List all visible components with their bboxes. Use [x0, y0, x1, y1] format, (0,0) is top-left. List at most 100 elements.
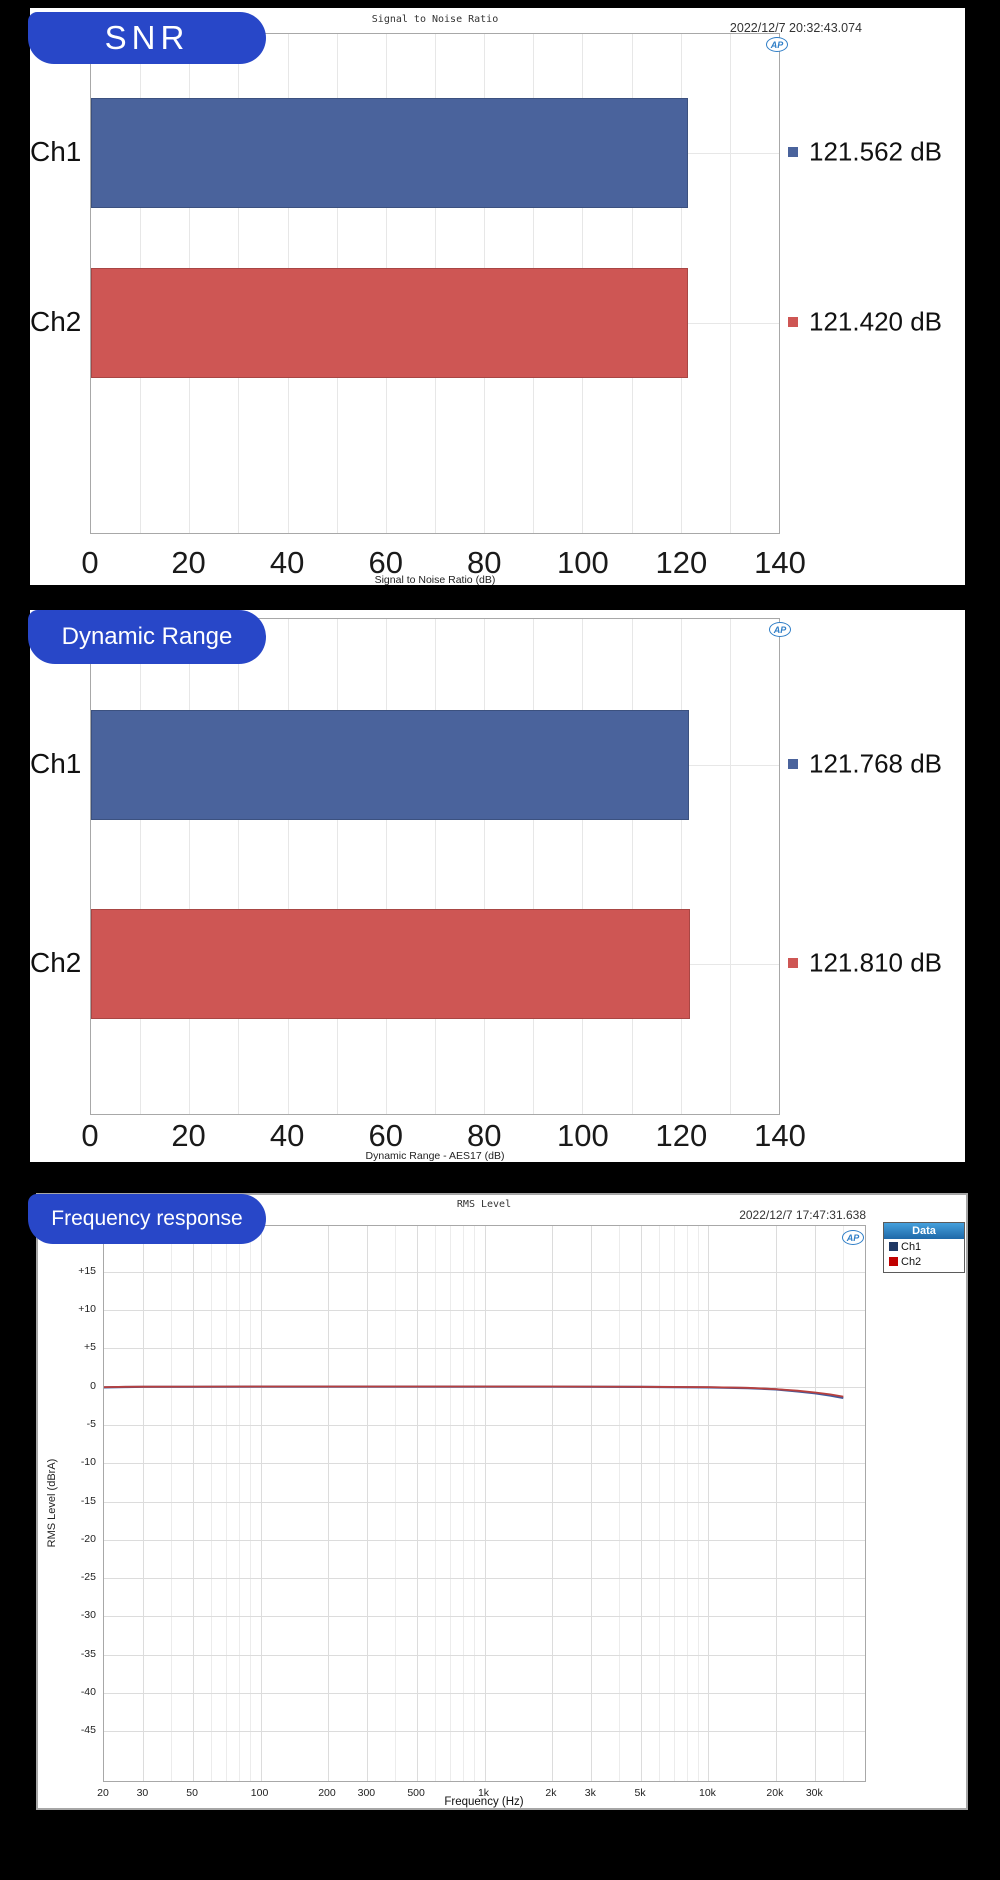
x-tick-label: 20 — [171, 545, 206, 580]
x-tick-label: 1k — [477, 1787, 490, 1799]
gridline — [775, 1226, 777, 1781]
gridline — [815, 1226, 817, 1781]
x-tick-label: 100 — [250, 1787, 269, 1799]
timestamp: 2022/12/7 17:47:31.638 — [739, 1208, 866, 1222]
x-tick-label: 500 — [407, 1787, 425, 1799]
x-tick-label: 300 — [357, 1787, 376, 1799]
y-tick-label: -5 — [86, 1418, 96, 1431]
legend-row[interactable]: Ch1 — [884, 1239, 964, 1254]
gridline — [104, 1692, 865, 1694]
gridline — [631, 619, 633, 1114]
gridline — [336, 619, 338, 1114]
y-tick-label: -25 — [80, 1571, 96, 1584]
gridline — [708, 1226, 710, 1781]
x-axis-title: Signal to Noise Ratio (dB) — [374, 574, 496, 586]
gridline — [462, 1226, 464, 1781]
x-tick-label: 20k — [766, 1787, 784, 1799]
x-tick-label: 2k — [545, 1787, 557, 1799]
gridline — [551, 1226, 553, 1781]
gridline — [250, 1226, 252, 1781]
gridline — [474, 1226, 476, 1781]
x-tick-label: 0 — [81, 545, 99, 580]
category-label: Ch1 — [30, 136, 82, 167]
gridline — [104, 1348, 865, 1350]
dynamic-range-badge: Dynamic Range — [28, 610, 266, 664]
legend-label: Ch1 — [901, 1240, 922, 1253]
gridline — [591, 1226, 593, 1781]
gridline — [729, 619, 731, 1114]
gridline — [680, 619, 682, 1114]
x-tick-label: 80 — [467, 545, 502, 580]
gridline — [619, 1226, 621, 1781]
gridline — [287, 619, 289, 1114]
legend-label: Ch2 — [901, 1255, 922, 1268]
gridline — [140, 619, 142, 1114]
bar-ch1 — [91, 710, 690, 820]
x-tick-label: 120 — [655, 545, 708, 580]
category-label: Ch1 — [30, 748, 82, 779]
rms-level-plot-area — [103, 1225, 866, 1782]
gridline — [417, 1226, 419, 1781]
x-tick-label: 200 — [318, 1787, 336, 1799]
gridline — [658, 1226, 660, 1781]
value-label: 121.562 dB — [809, 136, 943, 167]
value-label: 121.810 dB — [809, 947, 943, 978]
y-tick-label: -10 — [80, 1456, 96, 1469]
dynamic-range-chart: AP Dynamic Range - AES17 (dB) Ch1 121.768… — [30, 610, 965, 1162]
bar-ch2 — [91, 909, 690, 1019]
gridline — [143, 1226, 145, 1781]
x-tick-label: 60 — [368, 1118, 403, 1153]
timestamp: 2022/12/7 20:32:43.074 — [729, 21, 862, 35]
gridline — [434, 1226, 436, 1781]
chart-title: RMS Level — [456, 1199, 512, 1210]
snr-plot-area — [90, 33, 780, 534]
x-tick-label: 100 — [556, 1118, 609, 1153]
legend-row[interactable]: Ch2 — [884, 1254, 964, 1269]
gridline — [641, 1226, 643, 1781]
snr-badge: SNR — [28, 12, 266, 64]
legend-swatch-ch1 — [889, 1242, 898, 1251]
y-tick-label: +10 — [78, 1303, 96, 1316]
legend-header: Data — [884, 1223, 964, 1239]
gridline — [171, 1226, 173, 1781]
value-marker — [788, 759, 798, 769]
gridline — [843, 1226, 845, 1781]
gridline — [104, 1271, 865, 1273]
y-tick-label: -45 — [80, 1724, 96, 1737]
gridline — [104, 1310, 865, 1312]
gridline — [225, 1226, 227, 1781]
value-label: 121.768 dB — [809, 748, 943, 779]
y-tick-label: 0 — [90, 1379, 96, 1392]
value-marker — [788, 317, 798, 327]
x-tick-label: 120 — [655, 1118, 708, 1153]
frequency-response-chart: RMS Level 2022/12/7 17:47:31.638 AP RMS … — [36, 1193, 968, 1810]
value-label: 121.420 dB — [809, 306, 943, 337]
x-tick-label: 140 — [754, 545, 806, 580]
category-label: Ch2 — [30, 947, 82, 978]
x-tick-label: 60 — [368, 545, 403, 580]
gridline — [698, 1226, 700, 1781]
gridline — [533, 619, 535, 1114]
gridline — [484, 619, 486, 1114]
gridline — [385, 619, 387, 1114]
gridline — [582, 619, 584, 1114]
chart-title: Signal to Noise Ratio — [371, 14, 499, 25]
gridline — [729, 34, 731, 533]
gridline — [104, 1654, 865, 1656]
gridline — [104, 1501, 865, 1503]
gridline — [104, 1425, 865, 1427]
x-tick-label: 80 — [467, 1118, 502, 1153]
gridline — [238, 1226, 240, 1781]
legend-swatch-ch2 — [889, 1257, 898, 1266]
gridline — [260, 1226, 262, 1781]
y-tick-label: -35 — [80, 1647, 96, 1660]
gridline — [104, 1616, 865, 1618]
gridline — [395, 1226, 397, 1781]
x-axis-title: Dynamic Range - AES17 (dB) — [365, 1150, 505, 1162]
gridline — [193, 1226, 195, 1781]
y-tick-label: -15 — [80, 1494, 96, 1507]
x-tick-label: 140 — [754, 1118, 806, 1153]
gridline — [238, 619, 240, 1114]
gridline — [104, 1463, 865, 1465]
